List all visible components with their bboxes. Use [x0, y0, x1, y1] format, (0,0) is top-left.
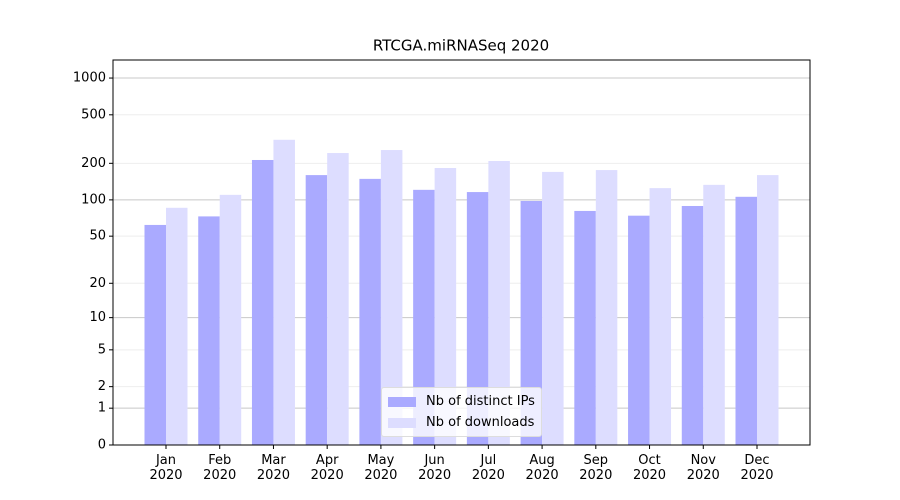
legend-label: Nb of downloads	[426, 415, 535, 430]
y-tick-label: 5	[98, 342, 106, 357]
plot-frame	[112, 59, 811, 446]
x-tick-label: Mar 2020	[256, 453, 290, 483]
bar	[488, 160, 510, 445]
bar	[628, 215, 650, 445]
y-tick-label: 50	[89, 229, 106, 244]
legend-label: Nb of distinct IPs	[426, 394, 535, 409]
legend-item: Nb of downloads	[388, 412, 535, 433]
x-tick-label: Feb 2020	[203, 453, 237, 483]
y-tick-label: 200	[81, 156, 106, 171]
legend-item: Nb of distinct IPs	[388, 391, 535, 412]
bar	[166, 207, 188, 445]
y-tick-label: 100	[81, 192, 106, 207]
y-tick-label: 10	[89, 310, 106, 325]
bar	[359, 178, 381, 445]
bar	[466, 192, 489, 445]
legend: Nb of distinct IPs Nb of downloads	[381, 387, 542, 437]
chart-title: RTCGA.miRNASeq 2020	[373, 37, 549, 55]
bar	[144, 224, 166, 445]
bar	[413, 189, 435, 445]
x-tick-label: Oct 2020	[632, 453, 667, 483]
x-tick-label: Apr 2020	[310, 453, 344, 483]
bar	[649, 188, 672, 445]
bar	[520, 200, 543, 445]
y-tick-label: 1000	[73, 71, 106, 86]
x-tick-label: Jun 2020	[418, 453, 452, 483]
y-tick-label: 0	[98, 438, 106, 453]
bar	[574, 210, 596, 445]
bar	[198, 216, 220, 445]
bar	[703, 184, 725, 446]
bar	[219, 194, 242, 445]
bar	[380, 150, 403, 445]
bar	[542, 171, 564, 446]
bar	[681, 205, 704, 445]
x-tick-label: Jan 2020	[149, 453, 183, 483]
y-tick-label: 500	[81, 107, 106, 122]
y-tick-label: 2	[98, 379, 106, 394]
legend-swatch	[388, 396, 416, 407]
bar	[305, 175, 328, 445]
x-tick-label: Jul 2020	[471, 453, 505, 483]
x-tick-label: May 2020	[364, 453, 398, 483]
x-tick-label: Aug 2020	[525, 453, 559, 483]
bar	[251, 159, 274, 445]
x-tick-label: Nov 2020	[686, 453, 720, 483]
legend-swatch	[388, 417, 416, 428]
bar	[595, 170, 618, 445]
bar	[327, 153, 349, 445]
x-tick-label: Dec 2020	[740, 453, 774, 483]
bar	[735, 196, 757, 445]
y-tick-label: 1	[98, 401, 106, 416]
y-tick-label: 20	[89, 276, 106, 291]
bar	[434, 168, 457, 445]
bar	[757, 175, 779, 445]
x-tick-label: Sep 2020	[579, 453, 613, 483]
bar	[273, 139, 295, 445]
